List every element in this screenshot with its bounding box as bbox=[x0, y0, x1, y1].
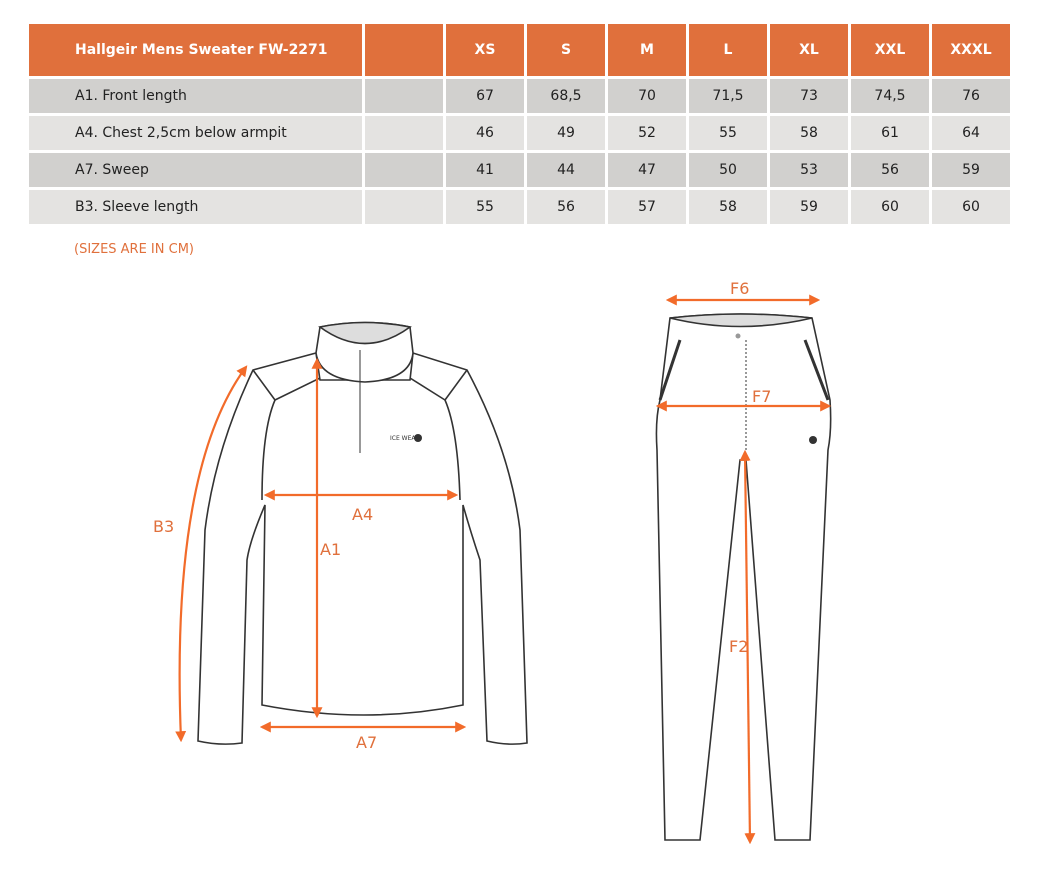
size-value: 60 bbox=[851, 190, 929, 224]
size-value: 64 bbox=[932, 116, 1010, 150]
product-title: Hallgeir Mens Sweater FW-2271 bbox=[29, 24, 362, 76]
size-value: 59 bbox=[770, 190, 848, 224]
size-value: 61 bbox=[851, 116, 929, 150]
size-value: 49 bbox=[527, 116, 605, 150]
blank-cell bbox=[365, 116, 443, 150]
size-value: 70 bbox=[608, 79, 686, 113]
brand-logo: ICE WEAR bbox=[390, 435, 420, 442]
size-header: M bbox=[608, 24, 686, 76]
blank-cell bbox=[365, 79, 443, 113]
size-header: XS bbox=[446, 24, 524, 76]
size-value: 76 bbox=[932, 79, 1010, 113]
units-note: (SIZES ARE IN CM) bbox=[74, 242, 194, 257]
size-value: 55 bbox=[446, 190, 524, 224]
size-value: 57 bbox=[608, 190, 686, 224]
size-header: XXXL bbox=[932, 24, 1010, 76]
size-value: 59 bbox=[932, 153, 1010, 187]
blank-cell bbox=[365, 153, 443, 187]
table-row: B3. Sleeve length 55 56 57 58 59 60 60 bbox=[29, 190, 1010, 224]
size-value: 55 bbox=[689, 116, 767, 150]
table-row: A4. Chest 2,5cm below armpit 46 49 52 55 58 61… bbox=[29, 116, 1010, 150]
size-value: 44 bbox=[527, 153, 605, 187]
size-value: 68,5 bbox=[527, 79, 605, 113]
a7-label: A7 bbox=[356, 733, 377, 752]
f2-label: F2 bbox=[729, 637, 748, 656]
size-value: 52 bbox=[608, 116, 686, 150]
size-value: 74,5 bbox=[851, 79, 929, 113]
size-value: 58 bbox=[770, 116, 848, 150]
size-value: 71,5 bbox=[689, 79, 767, 113]
f2-arrow bbox=[739, 449, 756, 845]
size-value: 53 bbox=[770, 153, 848, 187]
size-value: 56 bbox=[851, 153, 929, 187]
f7-label: F7 bbox=[752, 387, 771, 406]
a1-label: A1 bbox=[320, 540, 341, 559]
table-row: A7. Sweep 41 44 47 50 53 56 59 bbox=[29, 153, 1010, 187]
b3-arrow bbox=[175, 365, 248, 743]
size-value: 67 bbox=[446, 79, 524, 113]
size-value: 47 bbox=[608, 153, 686, 187]
size-value: 56 bbox=[527, 190, 605, 224]
size-value: 46 bbox=[446, 116, 524, 150]
b3-label: B3 bbox=[153, 517, 174, 536]
logo-icon bbox=[809, 436, 817, 444]
table-row: A1. Front length 67 68,5 70 71,5 73 74,5 76 bbox=[29, 79, 1010, 113]
measurement-label: A4. Chest 2,5cm below armpit bbox=[29, 116, 362, 150]
size-value: 73 bbox=[770, 79, 848, 113]
blank-header bbox=[365, 24, 443, 76]
size-chart-table: Hallgeir Mens Sweater FW-2271 XS S M L X… bbox=[26, 21, 1013, 227]
table-header-row: Hallgeir Mens Sweater FW-2271 XS S M L X… bbox=[29, 24, 1010, 76]
size-value: 60 bbox=[932, 190, 1010, 224]
measurement-label: B3. Sleeve length bbox=[29, 190, 362, 224]
size-value: 41 bbox=[446, 153, 524, 187]
size-value: 50 bbox=[689, 153, 767, 187]
f6-label: F6 bbox=[730, 279, 749, 298]
sweater-drawing: ICE WEAR bbox=[197, 321, 528, 745]
blank-cell bbox=[365, 190, 443, 224]
size-header: XL bbox=[770, 24, 848, 76]
a4-label: A4 bbox=[352, 505, 373, 524]
measurement-label: A7. Sweep bbox=[29, 153, 362, 187]
size-header: XXL bbox=[851, 24, 929, 76]
measure-arrows bbox=[175, 294, 832, 845]
size-value: 58 bbox=[689, 190, 767, 224]
size-header: S bbox=[527, 24, 605, 76]
measurement-label: A1. Front length bbox=[29, 79, 362, 113]
pants-drawing bbox=[655, 313, 832, 841]
size-header: L bbox=[689, 24, 767, 76]
logo-icon bbox=[414, 434, 422, 442]
